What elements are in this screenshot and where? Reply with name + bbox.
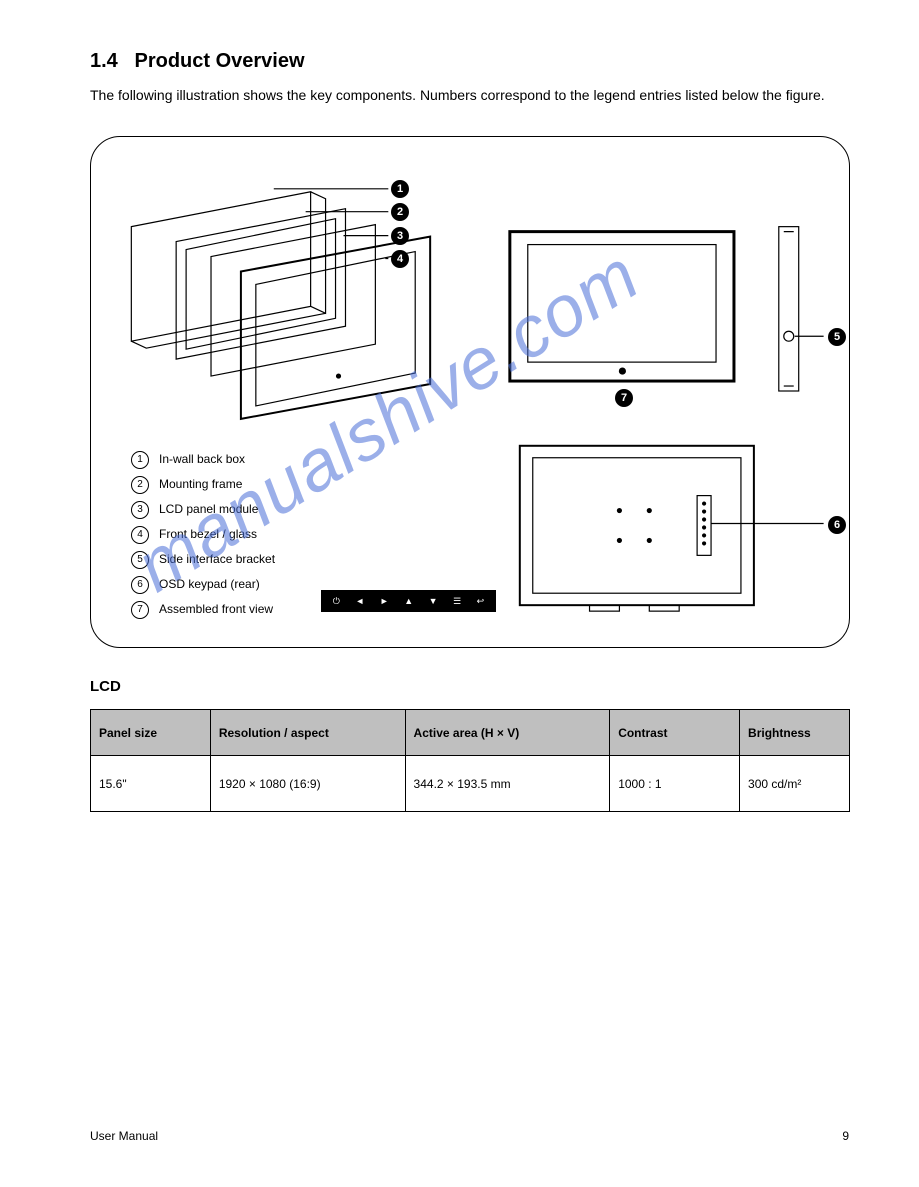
callout-6: 6	[828, 516, 846, 534]
table-header-row: Panel size Resolution / aspect Active ar…	[91, 710, 850, 756]
section-title: Product Overview	[134, 50, 304, 72]
product-diagram: 1 2 3 4 5 6 7 1 In-wall back box 2 Mountin…	[90, 136, 850, 648]
legend-label: In-wall back box	[159, 452, 245, 466]
col-active-area: Active area (H × V)	[405, 710, 610, 756]
callout-7: 7	[615, 389, 633, 407]
lcd-table-heading: LCD	[90, 678, 849, 695]
legend-item: 7 Assembled front view	[131, 597, 275, 622]
cell-panel-size: 15.6"	[91, 756, 211, 812]
osd-button-strip: ⏻ ◄ ► ▲ ▼ ☰ ↩	[321, 590, 496, 612]
legend-item: 6 OSD keypad (rear)	[131, 572, 275, 597]
cell-active-area: 344.2 × 193.5 mm	[405, 756, 610, 812]
cell-contrast: 1000 : 1	[610, 756, 740, 812]
callout-3: 3	[391, 227, 409, 245]
table-row: 15.6" 1920 × 1080 (16:9) 344.2 × 193.5 m…	[91, 756, 850, 812]
up-icon: ▲	[404, 596, 413, 606]
footer-page-number: 9	[842, 1129, 849, 1143]
power-icon: ⏻	[333, 596, 340, 607]
legend-label: Front bezel / glass	[159, 527, 257, 541]
col-contrast: Contrast	[610, 710, 740, 756]
legend-num: 1	[131, 451, 149, 469]
legend-num: 4	[131, 526, 149, 544]
legend-item: 5 Side interface bracket	[131, 547, 275, 572]
legend-item: 3 LCD panel module	[131, 497, 275, 522]
legend-num: 3	[131, 501, 149, 519]
menu-icon: ☰	[453, 596, 461, 607]
legend-label: Side interface bracket	[159, 552, 275, 566]
col-panel-size: Panel size	[91, 710, 211, 756]
legend-label: Assembled front view	[159, 602, 273, 616]
col-resolution: Resolution / aspect	[210, 710, 405, 756]
legend-label: Mounting frame	[159, 477, 242, 491]
down-icon: ▼	[429, 596, 438, 606]
callout-2: 2	[391, 203, 409, 221]
page-footer: User Manual 9	[90, 1129, 849, 1143]
section-number: 1.4	[90, 50, 118, 72]
right-icon: ►	[380, 596, 389, 606]
legend-item: 4 Front bezel / glass	[131, 522, 275, 547]
diagram-legend: 1 In-wall back box 2 Mounting frame 3 LCD p…	[131, 447, 275, 622]
cell-brightness: 300 cd/m²	[740, 756, 850, 812]
legend-label: OSD keypad (rear)	[159, 577, 260, 591]
return-icon: ↩	[477, 596, 485, 607]
legend-num: 7	[131, 601, 149, 619]
section-paragraph: The following illustration shows the key…	[90, 85, 849, 106]
footer-doc-title: User Manual	[90, 1129, 158, 1143]
callout-5: 5	[828, 328, 846, 346]
callout-1: 1	[391, 180, 409, 198]
callout-4: 4	[391, 250, 409, 268]
cell-resolution: 1920 × 1080 (16:9)	[210, 756, 405, 812]
left-icon: ◄	[355, 596, 364, 606]
legend-num: 5	[131, 551, 149, 569]
document-page: 1.4 Product Overview The following illus…	[0, 0, 919, 1187]
legend-item: 2 Mounting frame	[131, 472, 275, 497]
legend-label: LCD panel module	[159, 502, 258, 516]
legend-num: 2	[131, 476, 149, 494]
lcd-spec-table: Panel size Resolution / aspect Active ar…	[90, 709, 850, 812]
section-heading: 1.4 Product Overview	[90, 50, 849, 73]
legend-item: 1 In-wall back box	[131, 447, 275, 472]
col-brightness: Brightness	[740, 710, 850, 756]
legend-num: 6	[131, 576, 149, 594]
